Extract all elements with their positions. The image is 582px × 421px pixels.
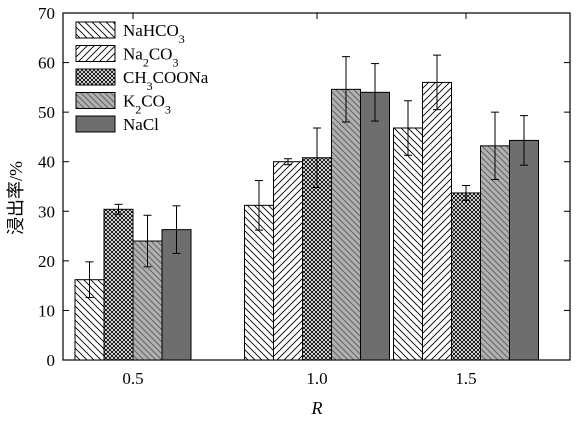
bar <box>451 192 481 361</box>
y-axis: 0 10 20 30 40 50 60 70 <box>38 4 570 370</box>
bar <box>393 127 423 361</box>
legend-swatch <box>75 21 116 39</box>
x-axis: 0.5 1.0 1.5 <box>122 13 477 388</box>
legend-swatch <box>75 45 116 62</box>
bar <box>509 139 539 361</box>
y-tick-label: 30 <box>38 202 55 221</box>
y-tick-label: 40 <box>38 153 55 172</box>
bar <box>302 157 332 361</box>
legend-label: Na2CO3 <box>123 45 178 70</box>
y-tick-label: 70 <box>38 4 55 23</box>
bar <box>103 208 134 361</box>
legend-swatch <box>75 115 116 133</box>
bar <box>244 204 274 361</box>
legend-label: NaCl <box>123 115 159 134</box>
x-tick-label: 1.5 <box>455 369 476 388</box>
x-axis-label: R <box>311 398 323 418</box>
bar <box>273 161 303 361</box>
y-tick-label: 10 <box>38 301 55 320</box>
x-tick-label: 0.5 <box>122 369 143 388</box>
y-tick-label: 20 <box>38 252 55 271</box>
bar <box>331 88 361 361</box>
bar <box>480 145 510 361</box>
bars <box>74 54 539 361</box>
legend-label: NaHCO3 <box>123 21 185 46</box>
y-tick-label: 60 <box>38 54 55 73</box>
legend-label: K2CO3 <box>123 92 171 117</box>
bar <box>422 81 452 361</box>
legend-swatch <box>75 68 116 86</box>
y-axis-label: 浸出率/% <box>6 161 26 235</box>
y-tick-label: 50 <box>38 103 55 122</box>
y-tick-label: 0 <box>47 351 56 370</box>
bar <box>360 91 390 361</box>
legend-swatch <box>75 92 116 109</box>
bar <box>74 279 105 361</box>
x-tick-label: 1.0 <box>306 369 327 388</box>
legend-label: CH3COONa <box>123 68 209 93</box>
